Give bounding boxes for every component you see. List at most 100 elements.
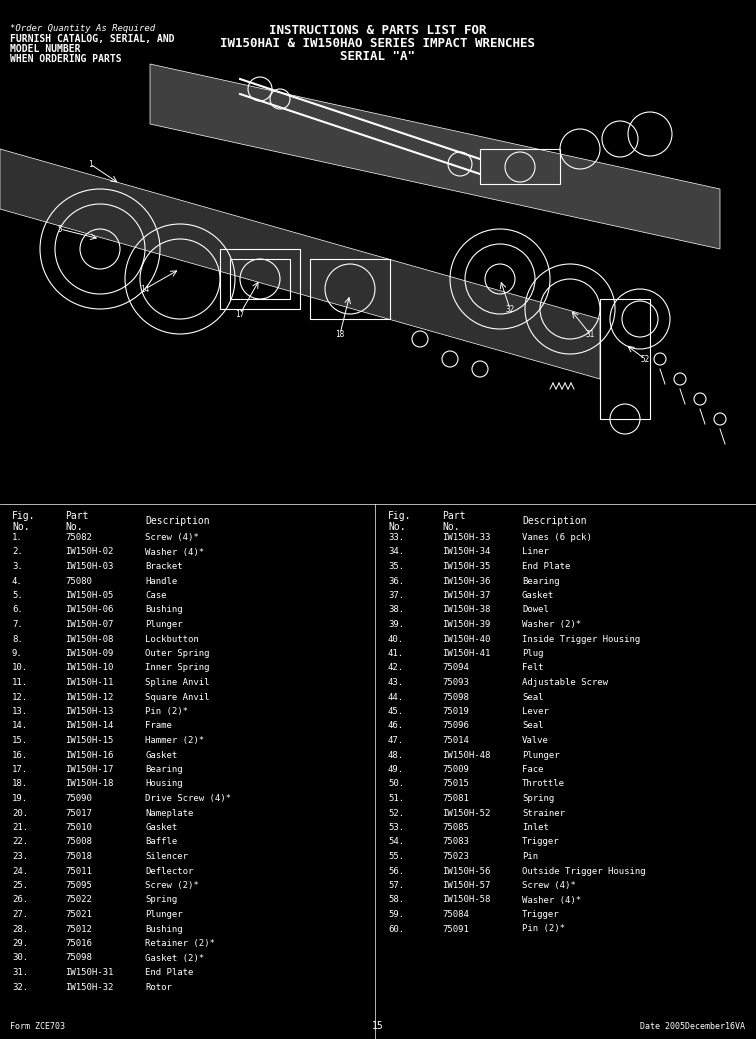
Text: 48.: 48. <box>388 750 404 760</box>
Text: Plug: Plug <box>522 649 544 658</box>
Text: Gasket: Gasket <box>145 823 177 832</box>
Text: 17.: 17. <box>12 765 28 774</box>
Text: Drive Screw (4)*: Drive Screw (4)* <box>145 794 231 803</box>
Text: Spline Anvil: Spline Anvil <box>145 678 209 687</box>
Text: 30.: 30. <box>12 954 28 962</box>
Text: 56.: 56. <box>388 867 404 876</box>
Text: IW150H-17: IW150H-17 <box>65 765 113 774</box>
Text: End Plate: End Plate <box>522 562 570 571</box>
Text: 75010: 75010 <box>65 823 92 832</box>
Text: Plunger: Plunger <box>522 750 559 760</box>
Text: 75022: 75022 <box>65 896 92 905</box>
Text: 75019: 75019 <box>442 707 469 716</box>
Text: Dowel: Dowel <box>522 606 549 614</box>
Text: 37.: 37. <box>388 591 404 600</box>
Text: 14.: 14. <box>12 721 28 730</box>
Text: 52.: 52. <box>388 808 404 818</box>
Text: SERIAL "A": SERIAL "A" <box>340 50 416 63</box>
Text: Gasket: Gasket <box>522 591 554 600</box>
Text: IW150H-58: IW150H-58 <box>442 896 491 905</box>
Text: 75009: 75009 <box>442 765 469 774</box>
Text: 59.: 59. <box>388 910 404 920</box>
Text: 75090: 75090 <box>65 794 92 803</box>
Text: IW150H-40: IW150H-40 <box>442 635 491 643</box>
Text: Washer (2)*: Washer (2)* <box>522 620 581 629</box>
Text: INSTRUCTIONS & PARTS LIST FOR: INSTRUCTIONS & PARTS LIST FOR <box>269 24 487 37</box>
Text: Pin: Pin <box>522 852 538 861</box>
Text: IW150H-18: IW150H-18 <box>65 779 113 789</box>
Text: 15: 15 <box>372 1021 384 1031</box>
Text: *Order Quantity As Required: *Order Quantity As Required <box>10 24 155 33</box>
Text: Screw (4)*: Screw (4)* <box>522 881 576 890</box>
Text: IW150H-57: IW150H-57 <box>442 881 491 890</box>
Text: 75011: 75011 <box>65 867 92 876</box>
Text: No.: No. <box>12 522 29 532</box>
Text: Seal: Seal <box>522 721 544 730</box>
Text: Vanes (6 pck): Vanes (6 pck) <box>522 533 592 542</box>
Text: IW150H-02: IW150H-02 <box>65 548 113 557</box>
Text: Washer (4)*: Washer (4)* <box>522 896 581 905</box>
Text: 13.: 13. <box>12 707 28 716</box>
Text: 75008: 75008 <box>65 837 92 847</box>
Text: 5.: 5. <box>12 591 23 600</box>
Text: IW150H-14: IW150H-14 <box>65 721 113 730</box>
Text: 55.: 55. <box>388 852 404 861</box>
Text: 35.: 35. <box>388 562 404 571</box>
Text: 75082: 75082 <box>65 533 92 542</box>
Text: Gasket (2)*: Gasket (2)* <box>145 954 204 962</box>
Bar <box>600 299 650 419</box>
Text: Pin (2)*: Pin (2)* <box>522 925 565 933</box>
Text: 36.: 36. <box>388 577 404 586</box>
Text: Bearing: Bearing <box>522 577 559 586</box>
Text: Part: Part <box>442 511 466 521</box>
Text: 26.: 26. <box>12 896 28 905</box>
Text: 47.: 47. <box>388 736 404 745</box>
Text: 53.: 53. <box>388 823 404 832</box>
Text: 19.: 19. <box>12 794 28 803</box>
Text: 75016: 75016 <box>65 939 92 948</box>
Text: IW150H-13: IW150H-13 <box>65 707 113 716</box>
Text: Fig.: Fig. <box>12 511 36 521</box>
Text: 27.: 27. <box>12 910 28 920</box>
Text: 50.: 50. <box>388 779 404 789</box>
Text: 42.: 42. <box>388 664 404 672</box>
Text: End Plate: End Plate <box>145 968 194 977</box>
Text: Trigger: Trigger <box>522 837 559 847</box>
Text: 52: 52 <box>640 354 649 364</box>
Text: 25.: 25. <box>12 881 28 890</box>
Text: Pin (2)*: Pin (2)* <box>145 707 188 716</box>
Text: 54.: 54. <box>388 837 404 847</box>
Text: IW150H-09: IW150H-09 <box>65 649 113 658</box>
Polygon shape <box>0 149 600 379</box>
Text: 75083: 75083 <box>442 837 469 847</box>
Text: 39.: 39. <box>388 620 404 629</box>
Text: Baffle: Baffle <box>145 837 177 847</box>
Text: No.: No. <box>442 522 460 532</box>
Text: 1.: 1. <box>12 533 23 542</box>
Text: MODEL NUMBER: MODEL NUMBER <box>10 44 80 54</box>
Text: IW150H-52: IW150H-52 <box>442 808 491 818</box>
Text: IW150H-56: IW150H-56 <box>442 867 491 876</box>
Text: 5: 5 <box>57 224 62 234</box>
Text: 75098: 75098 <box>65 954 92 962</box>
Text: Silencer: Silencer <box>145 852 188 861</box>
Text: Housing: Housing <box>145 779 183 789</box>
Text: Valve: Valve <box>522 736 549 745</box>
Text: 75017: 75017 <box>65 808 92 818</box>
Text: 60.: 60. <box>388 925 404 933</box>
Text: 75080: 75080 <box>65 577 92 586</box>
Text: 75098: 75098 <box>442 693 469 701</box>
Text: Adjustable Screw: Adjustable Screw <box>522 678 608 687</box>
Text: 32: 32 <box>505 304 515 314</box>
Text: WHEN ORDERING PARTS: WHEN ORDERING PARTS <box>10 54 122 64</box>
Text: 11.: 11. <box>12 678 28 687</box>
Text: Date 2005December16VA: Date 2005December16VA <box>640 1022 745 1031</box>
Text: IW150H-06: IW150H-06 <box>65 606 113 614</box>
Text: Lockbutton: Lockbutton <box>145 635 199 643</box>
Text: 18: 18 <box>336 329 345 339</box>
Text: IW150HAI & IW150HAO SERIES IMPACT WRENCHES: IW150HAI & IW150HAO SERIES IMPACT WRENCH… <box>221 37 535 50</box>
Text: 41.: 41. <box>388 649 404 658</box>
Text: IW150H-03: IW150H-03 <box>65 562 113 571</box>
Text: 75023: 75023 <box>442 852 469 861</box>
Text: IW150H-08: IW150H-08 <box>65 635 113 643</box>
